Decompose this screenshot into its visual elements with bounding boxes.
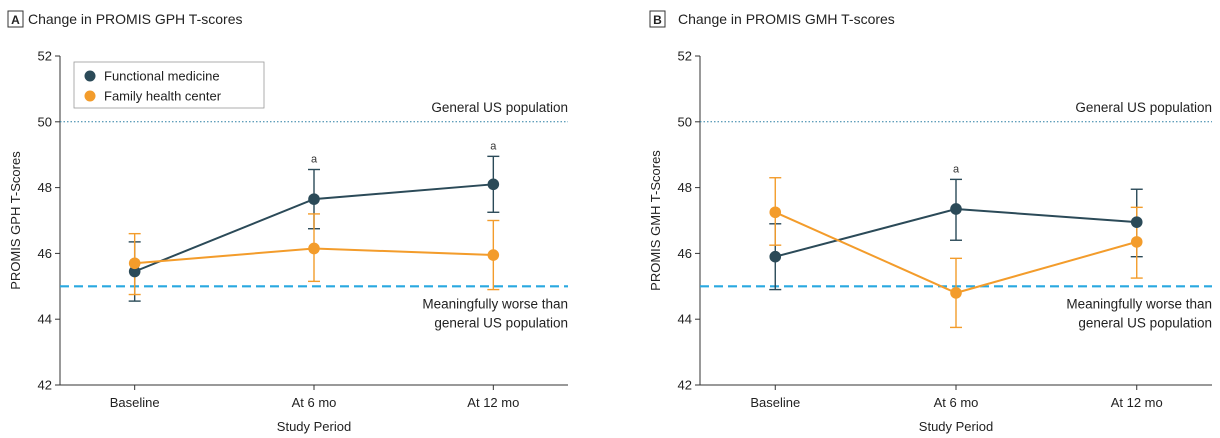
reference-line-label: general US population — [1078, 315, 1212, 330]
y-tick-label: 42 — [38, 378, 52, 393]
legend-label: Family health center — [104, 89, 222, 104]
y-axis-label: PROMIS GPH T-Scores — [8, 151, 23, 290]
y-tick-label: 48 — [38, 180, 52, 195]
data-point — [950, 203, 962, 215]
y-tick-label: 44 — [678, 312, 692, 327]
x-tick-label: Baseline — [750, 395, 800, 410]
x-tick-label: At 6 mo — [292, 395, 337, 410]
chart-panel-a: A Change in PROMIS GPH T-scores 42 44 46 48 50… — [7, 10, 568, 434]
x-axis-label: Study Period — [277, 419, 351, 434]
data-point — [769, 250, 782, 263]
y-tick-label: 50 — [38, 114, 52, 129]
chart-title: Change in PROMIS GMH T-scores — [678, 11, 895, 27]
reference-line-label: Meaningfully worse than — [1066, 296, 1212, 311]
data-point — [487, 249, 500, 261]
chart-title: Change in PROMIS GPH T-scores — [28, 11, 242, 27]
y-tick-label: 44 — [38, 312, 52, 327]
y-tick-label: 52 — [38, 49, 52, 64]
x-tick-label: At 12 mo — [1111, 395, 1163, 410]
y-tick-label: 52 — [678, 49, 692, 64]
legend-marker — [84, 70, 96, 82]
reference-line-label: General US population — [1075, 100, 1212, 115]
data-point — [128, 257, 141, 270]
y-tick-label: 46 — [38, 246, 52, 261]
panel-letter: A — [11, 13, 20, 27]
significance-mark: a — [311, 154, 318, 166]
data-point — [1130, 236, 1143, 248]
panel-letter-box — [7, 10, 24, 28]
x-axis-label: Study Period — [919, 419, 993, 434]
data-point — [308, 193, 320, 205]
data-point — [308, 242, 320, 255]
significance-mark: a — [490, 140, 497, 152]
y-tick-label: 46 — [678, 246, 692, 261]
x-tick-label: Baseline — [110, 395, 160, 410]
x-tick-label: At 12 mo — [467, 395, 519, 410]
y-tick-label: 48 — [678, 180, 692, 195]
reference-line-label: Meaningfully worse than — [422, 296, 568, 311]
data-point — [769, 206, 782, 219]
y-tick-label: 42 — [678, 378, 692, 393]
y-axis-label: PROMIS GMH T-Scores — [648, 150, 663, 291]
significance-mark: a — [953, 163, 960, 175]
reference-line-label: General US population — [431, 100, 568, 115]
reference-line-label: general US population — [434, 315, 568, 330]
data-point — [128, 265, 141, 278]
y-tick-label: 50 — [678, 114, 692, 129]
data-point — [1130, 216, 1143, 228]
legend-box — [73, 61, 265, 109]
chart-panel-b: B Change in PROMIS GMH T-scores 42 44 46 48 50… — [648, 10, 1212, 434]
data-point — [950, 287, 962, 299]
legend-marker — [84, 90, 96, 102]
x-tick-label: At 6 mo — [934, 395, 979, 410]
legend-label: Functional medicine — [104, 69, 220, 84]
data-point — [487, 178, 500, 191]
panel-letter-box — [649, 10, 666, 28]
panel-letter: B — [653, 13, 662, 27]
